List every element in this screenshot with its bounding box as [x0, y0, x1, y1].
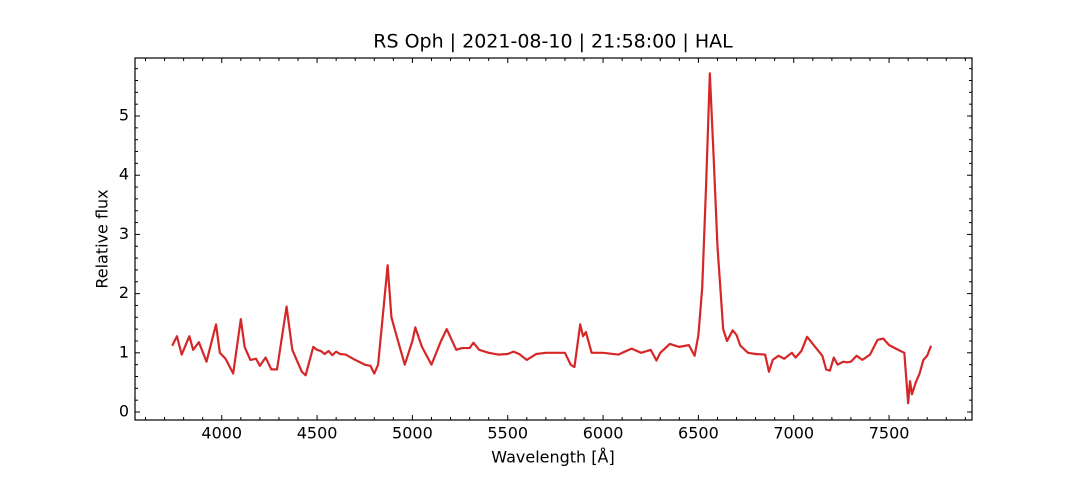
x-tick-label: 6500	[678, 424, 719, 443]
x-axis-label: Wavelength [Å]	[491, 448, 614, 467]
spectrum-line	[171, 72, 933, 405]
x-tick-label: 5000	[392, 424, 433, 443]
y-tick-label: 4	[119, 165, 129, 184]
y-tick-label: 1	[119, 342, 129, 361]
x-tick-label: 6000	[583, 424, 624, 443]
y-tick-label: 3	[119, 224, 129, 243]
y-tick-label: 2	[119, 283, 129, 302]
x-tick-label: 4500	[297, 424, 338, 443]
x-tick-label: 4000	[201, 424, 242, 443]
y-tick-label: 0	[119, 402, 129, 421]
chart-title: RS Oph | 2021-08-10 | 21:58:00 | HAL	[373, 31, 733, 53]
axes-frame	[134, 57, 973, 421]
y-axis-label: Relative flux	[93, 189, 112, 288]
x-tick-label: 7000	[773, 424, 814, 443]
plot-area	[171, 72, 933, 405]
x-tick-label: 7500	[869, 424, 910, 443]
y-tick-label: 5	[119, 106, 129, 125]
x-tick-label: 5500	[487, 424, 528, 443]
